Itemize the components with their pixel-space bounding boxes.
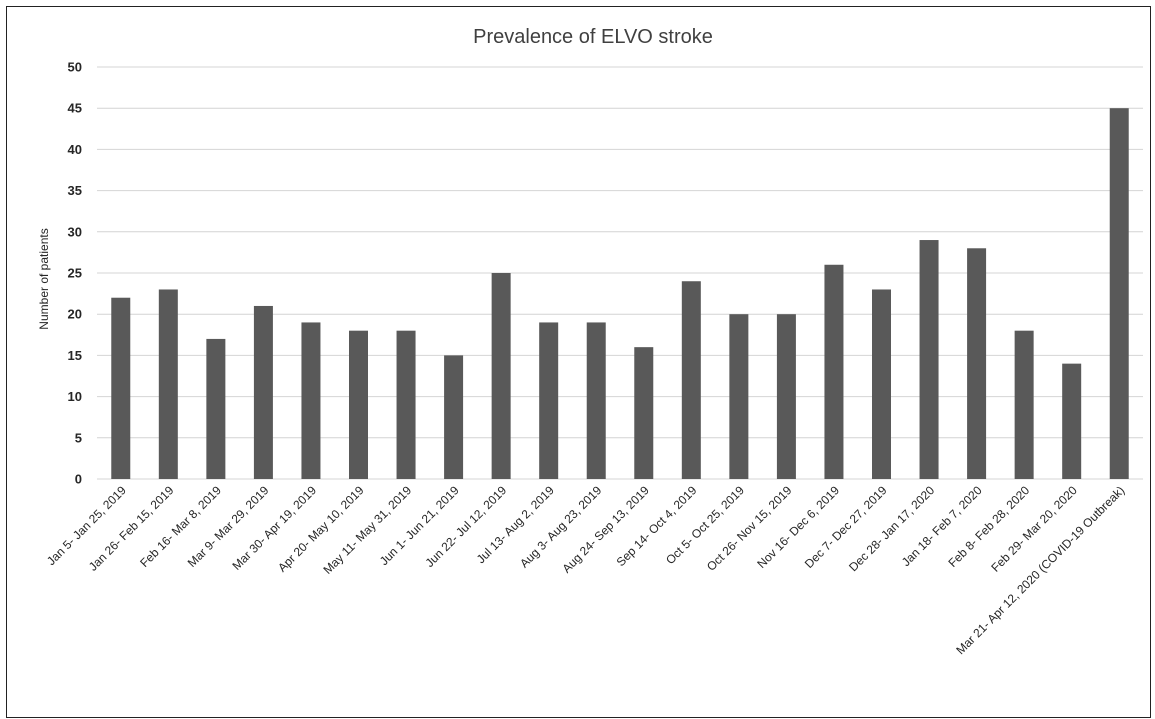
bar [253,305,273,479]
chart-frame: Prevalence of ELVO stroke Number of pati… [6,6,1151,718]
x-tick-label: Jan 5- Jan 25, 2019 [44,483,129,568]
bars [111,108,1129,479]
bar [349,330,368,479]
bar [634,347,654,479]
x-tick-label: Dec 7- Dec 27, 2019 [802,483,890,571]
bar [1062,363,1082,479]
bar [158,289,178,479]
bar [444,355,464,479]
x-tick-label: Mar 9- Mar 29, 2019 [185,483,272,570]
bar [1109,108,1129,479]
x-tick-label: Aug 3- Aug 23, 2019 [517,483,605,571]
y-tick-label: 15 [68,348,82,363]
bar [967,248,987,479]
x-tick-label: Jun 22- Jul 12, 2019 [422,483,509,570]
x-tick-label: May 11- May 31, 2019 [320,483,414,577]
y-tick-label: 10 [68,389,82,404]
y-tick-label: 20 [68,307,82,322]
x-tick-label: Apr 20- May 10, 2019 [275,483,367,575]
bar [539,322,559,479]
bar [586,322,606,479]
y-tick-label: 50 [68,60,82,75]
bar [111,297,131,479]
bar [776,314,796,479]
y-tick-label: 35 [68,183,82,198]
y-tick-label: 25 [68,266,82,281]
x-tick-label: Mar 30- Apr 19, 2019 [229,483,319,573]
x-tick-label: Oct 26- Nov 15, 2019 [704,483,795,574]
bar [729,314,749,479]
x-tick-label: Feb 16- Mar 8, 2019 [137,483,224,570]
bar [824,264,844,479]
bar [1014,330,1034,479]
x-tick-label: Jun 1- Jun 21, 2019 [377,483,462,568]
x-tick-label: Nov 16- Dec 6, 2019 [754,483,842,571]
y-axis-label: Number of patients [37,228,51,329]
x-tick-label: Feb 29- Mar 20, 2020 [988,483,1080,575]
bar [872,289,891,479]
chart-title: Prevalence of ELVO stroke [473,26,713,48]
bar [681,281,701,479]
x-tick-label: Jan 26- Feb 15, 2019 [86,483,177,574]
x-tick-label: Mar 21- Apr 12, 2020 (COVID-19 Outbreak) [953,483,1127,657]
x-tick-label: Dec 28- Jan 17, 2020 [846,483,937,574]
x-tick-label: Aug 24- Sep 13, 2019 [559,483,652,576]
y-tick-label: 5 [75,430,82,445]
x-tick-label: Feb 8- Feb 28, 2020 [945,483,1032,570]
y-tick-label: 30 [68,224,82,239]
y-tick-labels: 0 5 10 15 20 25 30 35 40 45 50 [68,60,82,487]
bar [491,273,511,479]
x-tick-label: Sep 14- Oct 4, 2019 [614,483,700,569]
y-tick-label: 40 [68,142,82,157]
bar [206,338,226,479]
bar-chart: Prevalence of ELVO stroke Number of pati… [37,26,1143,657]
bar [301,322,321,479]
x-tick-label: Jan 18- Feb 7, 2020 [899,483,985,569]
x-tick-label: Oct 5- Oct 25, 2019 [663,483,747,567]
y-tick-label: 45 [68,101,82,116]
bar [919,240,939,479]
bar [396,330,416,479]
y-tick-label: 0 [75,472,82,487]
gridlines [97,66,1143,480]
